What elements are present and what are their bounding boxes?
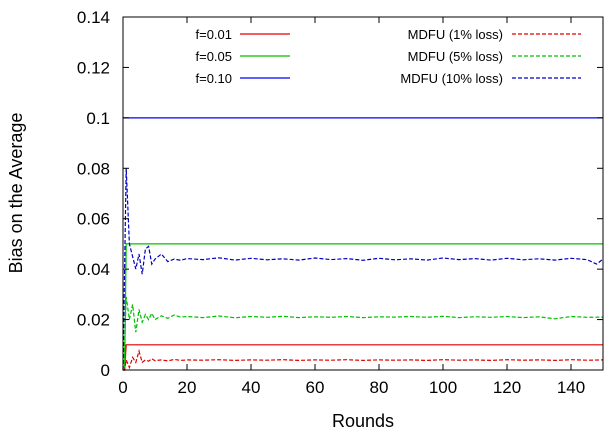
axis-ticks bbox=[122, 16, 603, 371]
legend-label: MDFU (1% loss) bbox=[408, 27, 503, 42]
legend-label: MDFU (5% loss) bbox=[408, 49, 503, 64]
x-axis-title: Rounds bbox=[332, 411, 394, 431]
x-tick-label: 100 bbox=[429, 378, 457, 397]
y-tick-label: 0.04 bbox=[77, 260, 110, 279]
legend: f=0.01 f=0.05 f=0.10 MDFU (1% loss) MDFU (5%… bbox=[195, 27, 581, 86]
y-tick-label: 0.02 bbox=[77, 311, 110, 330]
series-line-1 bbox=[123, 344, 603, 371]
x-tick-label: 40 bbox=[242, 378, 261, 397]
tick-labels: 0 20 40 60 80 100 120 140 0 0.02 0.04 0.06 0.08 0.1 0.… bbox=[77, 8, 585, 397]
legend-label: MDFU (10% loss) bbox=[400, 71, 503, 86]
x-tick-label: 60 bbox=[306, 378, 325, 397]
series-line-4 bbox=[123, 348, 604, 371]
legend-label: f=0.10 bbox=[195, 71, 232, 86]
y-axis-title: Bias on the Average bbox=[6, 113, 26, 274]
x-tick-label: 80 bbox=[370, 378, 389, 397]
series-line-6 bbox=[122, 168, 604, 371]
plot-area bbox=[122, 117, 604, 371]
y-tick-label: 0.06 bbox=[77, 210, 110, 229]
x-tick-label: 120 bbox=[493, 378, 521, 397]
legend-label: f=0.05 bbox=[195, 49, 232, 64]
x-tick-label: 140 bbox=[557, 378, 585, 397]
x-tick-label: 0 bbox=[118, 378, 127, 397]
y-tick-label: 0 bbox=[101, 361, 110, 380]
y-tick-label: 0.14 bbox=[77, 8, 110, 27]
legend-label: f=0.01 bbox=[195, 27, 232, 42]
series-line-2 bbox=[123, 243, 603, 371]
y-tick-label: 0.1 bbox=[86, 109, 110, 128]
y-tick-label: 0.12 bbox=[77, 58, 110, 77]
plot-frame bbox=[122, 16, 604, 371]
x-tick-label: 20 bbox=[178, 378, 197, 397]
series-line-5 bbox=[122, 296, 604, 371]
y-tick-label: 0.08 bbox=[77, 159, 110, 178]
